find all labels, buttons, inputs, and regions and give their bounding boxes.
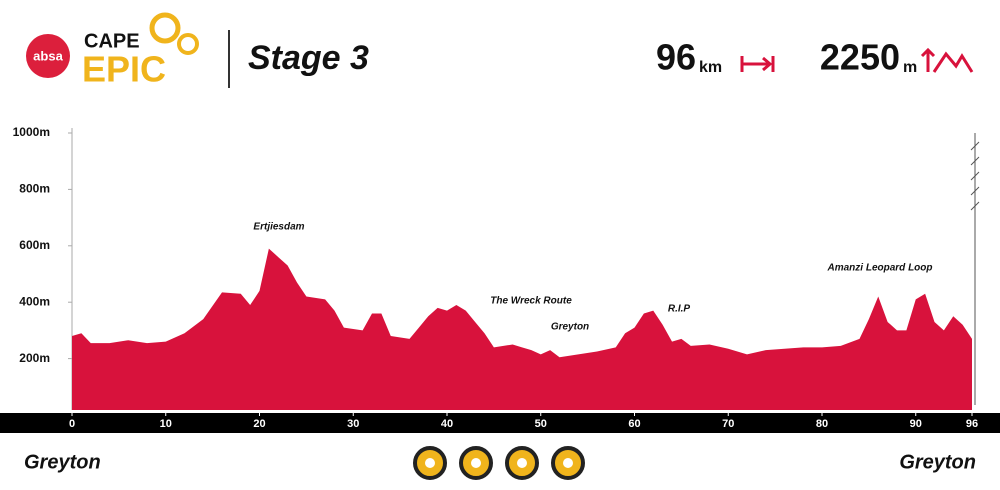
x-tick-label: 50 — [535, 418, 547, 430]
stage-title: Stage 3 — [248, 39, 369, 77]
annotation: Greyton — [551, 322, 589, 333]
y-tick-label: 400m — [19, 294, 50, 308]
elevation-area — [72, 248, 972, 410]
annotation: R.I.P — [668, 304, 691, 315]
y-tick-label: 600m — [19, 238, 50, 252]
climb: 2250 — [820, 37, 900, 78]
gear-icon — [149, 12, 181, 44]
logo: absa CAPE EPIC — [26, 12, 199, 90]
distance-icon — [740, 56, 775, 72]
x-tick-label: 90 — [910, 418, 922, 430]
brand-bottom: EPIC — [82, 49, 166, 90]
y-tick-label: 800m — [19, 182, 50, 196]
distance-unit: km — [699, 59, 722, 76]
x-tick-label: 30 — [347, 418, 359, 430]
annotation: The Wreck Route — [490, 296, 572, 307]
annotation: Ertjiesdam — [253, 222, 304, 233]
x-tick-label: 70 — [722, 418, 734, 430]
distance: 96 — [656, 37, 696, 78]
annotation: Amanzi Leopard Loop — [827, 263, 933, 274]
x-tick-label: 0 — [69, 418, 75, 430]
x-tick-label: 96 — [966, 418, 978, 430]
gear-icon — [177, 33, 199, 55]
x-tick-label: 60 — [628, 418, 640, 430]
y-tick-label: 200m — [19, 351, 50, 365]
x-tick-label: 20 — [253, 418, 265, 430]
brand-top: CAPE — [84, 30, 140, 52]
y-tick-label: 1000m — [13, 125, 50, 139]
distance-bar — [0, 413, 1000, 433]
x-tick-label: 40 — [441, 418, 453, 430]
x-tick-label: 10 — [160, 418, 172, 430]
difficulty-rating — [413, 446, 585, 480]
x-tick-label: 80 — [816, 418, 828, 430]
climb-icon — [920, 47, 974, 73]
sponsor-badge — [26, 34, 70, 78]
finish-hatch — [970, 133, 980, 405]
climb-unit: m — [903, 59, 917, 76]
sponsor: absa — [33, 48, 63, 63]
finish-label: Greyton — [899, 451, 976, 473]
start-label: Greyton — [24, 451, 101, 473]
